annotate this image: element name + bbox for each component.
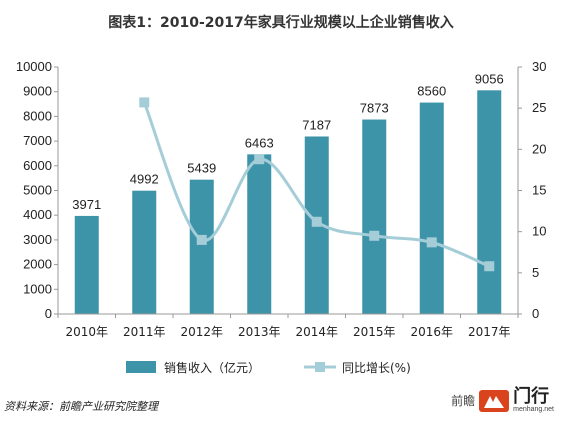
growth-point xyxy=(311,216,322,227)
right-tick-label: 15 xyxy=(532,183,546,198)
right-tick-label: 5 xyxy=(532,265,539,280)
legend-line-label: 同比增长(%) xyxy=(342,361,411,375)
brand: 门行 menhang.net xyxy=(513,386,554,414)
left-tick-label: 4000 xyxy=(23,207,52,222)
left-tick-label: 1000 xyxy=(23,281,52,296)
right-tick-label: 10 xyxy=(532,224,546,239)
left-tick-label: 3000 xyxy=(23,232,52,247)
source-note: 资料来源：前瞻产业研究院整理 xyxy=(4,400,158,413)
bar-data-label: 7873 xyxy=(360,101,389,116)
growth-point xyxy=(369,230,380,241)
bar xyxy=(362,119,387,315)
growth-point xyxy=(484,261,495,272)
growth-point xyxy=(254,154,265,165)
legend-bar-label: 销售收入（亿元） xyxy=(164,360,260,375)
bar xyxy=(247,154,272,314)
bar xyxy=(74,215,99,314)
legend-bar-swatch xyxy=(126,361,156,373)
x-tick-label: 2011年 xyxy=(123,325,166,339)
x-tick-label: 2017年 xyxy=(468,325,511,339)
legend: 销售收入（亿元） 同比增长(%) xyxy=(126,360,411,375)
right-axis: 0 5 10 15 20 25 30 xyxy=(517,59,546,321)
left-tick-label: 2000 xyxy=(23,257,52,272)
brand-watermark: 前瞻 门行 menhang.net xyxy=(451,386,554,414)
brand-logo-icon xyxy=(479,389,510,412)
right-tick-label: 30 xyxy=(532,59,546,74)
data-labels: 3971 4992 5439 6463 7187 7873 8560 9056 xyxy=(72,71,503,212)
bar-data-label: 8560 xyxy=(417,84,446,99)
x-axis: 2010年 2011年 2012年 2013年 2014年 2015年 2016年 2017年 xyxy=(57,313,519,339)
x-tick-label: 2014年 xyxy=(295,325,338,339)
right-tick-label: 25 xyxy=(532,100,546,115)
bar xyxy=(189,179,214,314)
line-series xyxy=(139,97,495,272)
left-tick-label: 10000 xyxy=(16,59,52,74)
chart-title: 图表1：2010-2017年家具行业规模以上企业销售收入 xyxy=(108,15,454,31)
left-axis: 0 1000 2000 3000 4000 5000 6000 7000 8000 9000 100… xyxy=(16,59,59,321)
x-tick-label: 2016年 xyxy=(410,325,453,339)
growth-line xyxy=(142,101,490,268)
x-tick-label: 2015年 xyxy=(353,325,396,339)
right-tick-label: 0 xyxy=(532,306,539,321)
bar-series xyxy=(74,90,502,315)
bar-data-label: 4992 xyxy=(130,172,159,187)
bar-data-label: 7187 xyxy=(302,117,331,132)
left-tick-label: 9000 xyxy=(23,84,52,99)
watermark-text: 前瞻 xyxy=(451,394,476,408)
growth-point xyxy=(139,97,150,108)
legend-line-marker xyxy=(315,362,325,372)
left-tick-label: 0 xyxy=(45,306,52,321)
bar-data-label: 5439 xyxy=(187,161,216,176)
bar xyxy=(477,90,502,314)
right-tick-label: 20 xyxy=(532,141,546,156)
bar xyxy=(419,102,444,315)
brand-name: 门行 xyxy=(513,386,550,407)
growth-point xyxy=(426,237,437,248)
bar-data-label: 3971 xyxy=(72,197,101,212)
left-tick-label: 8000 xyxy=(23,108,52,123)
bar-data-label: 6463 xyxy=(245,135,274,150)
left-tick-label: 7000 xyxy=(23,133,52,148)
growth-point xyxy=(196,234,207,245)
brand-url: menhang.net xyxy=(513,406,554,413)
x-tick-label: 2012年 xyxy=(180,325,223,339)
bar-data-label: 9056 xyxy=(475,71,504,86)
bar xyxy=(132,190,157,314)
left-tick-label: 6000 xyxy=(23,158,52,173)
left-tick-label: 5000 xyxy=(23,183,52,198)
x-tick-label: 2013年 xyxy=(238,325,281,339)
x-tick-label: 2010年 xyxy=(65,325,108,339)
